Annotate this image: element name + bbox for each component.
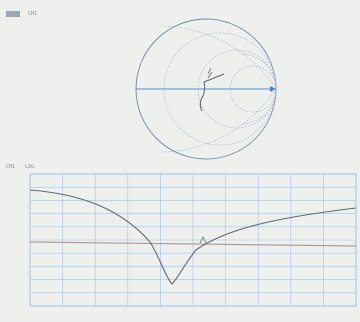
- marker-icon: [199, 236, 207, 244]
- reference-trace: [29, 241, 357, 247]
- channel-badge: [6, 11, 20, 17]
- channel-label: CH1: [28, 11, 38, 17]
- arrow-right-icon: [270, 86, 276, 92]
- trace-header: CH1 LOG: [6, 164, 110, 170]
- channel-label: CH1: [6, 164, 16, 170]
- marker-icon: [207, 67, 213, 79]
- magnitude-trace: [29, 189, 357, 285]
- smith-chart: [135, 18, 277, 160]
- format-label: LOG: [25, 164, 35, 170]
- sweep-plot: [29, 173, 357, 307]
- impedance-trace: [199, 73, 225, 112]
